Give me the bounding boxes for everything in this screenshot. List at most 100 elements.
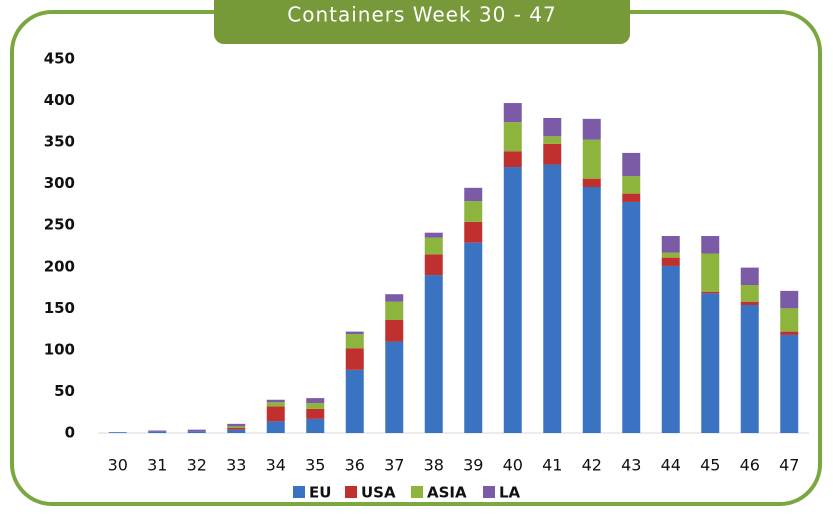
bar-segment (385, 319, 404, 342)
bar-segment (266, 406, 285, 422)
bar-segment (582, 139, 601, 179)
bar-segment (345, 348, 364, 370)
y-tick-label: 450 (44, 50, 75, 68)
x-tick-label: 43 (621, 456, 641, 475)
x-tick-label: 47 (779, 456, 799, 475)
bar-segment (266, 421, 285, 433)
x-tick-label: 33 (226, 456, 246, 475)
bar-segment (385, 341, 404, 433)
x-tick-label: 38 (424, 456, 444, 475)
bar-segment (780, 334, 799, 433)
bar-segment (740, 285, 759, 302)
legend-label: LA (499, 484, 521, 502)
bar-segment (266, 402, 285, 407)
y-tick-label: 100 (44, 340, 75, 358)
bar-segment (701, 291, 720, 294)
bar-segment (582, 118, 601, 140)
bar-segment (108, 432, 127, 433)
legend-swatch (483, 486, 495, 498)
bar-segment (543, 118, 562, 137)
bar-segment (148, 430, 167, 432)
legend-label: ASIA (427, 484, 467, 502)
y-tick-label: 400 (44, 91, 75, 109)
bar-segment (780, 308, 799, 332)
bar-segment (148, 431, 167, 433)
frame (10, 10, 822, 506)
x-tick-label: 32 (187, 456, 207, 475)
bar-segment (345, 369, 364, 433)
y-tick-label: 350 (44, 133, 75, 151)
legend-swatch (293, 486, 305, 498)
bar-segment (187, 431, 206, 433)
x-tick-label: 46 (740, 456, 760, 475)
y-tick-label: 300 (44, 174, 75, 192)
x-tick-label: 37 (384, 456, 404, 475)
bar-segment (701, 236, 720, 254)
legend-label: EU (309, 484, 331, 502)
y-tick-label: 150 (44, 299, 75, 317)
x-tick-label: 36 (345, 456, 365, 475)
title-tab (214, 0, 630, 44)
x-tick-label: 34 (266, 456, 286, 475)
bar-segment (227, 426, 246, 429)
bar-segment (424, 254, 443, 276)
bar-segment (661, 265, 680, 433)
x-tick-label: 40 (503, 456, 523, 475)
x-tick-label: 31 (147, 456, 167, 475)
bar-segment (187, 429, 206, 432)
bar-segment (227, 428, 246, 430)
bar-segment (424, 275, 443, 433)
bar-segment (740, 305, 759, 433)
x-tick-label: 39 (463, 456, 483, 475)
bar-segment (701, 253, 720, 292)
bar-segment (661, 257, 680, 266)
bar-segment (622, 201, 641, 433)
bar-segment (306, 418, 325, 433)
legend-swatch (411, 486, 423, 498)
bar-segment (424, 237, 443, 255)
x-tick-label: 35 (305, 456, 325, 475)
bar-segment (424, 232, 443, 238)
y-tick-label: 50 (54, 382, 75, 400)
bar-segment (661, 236, 680, 253)
bar-segment (306, 408, 325, 419)
bar-segment (780, 331, 799, 335)
bar-segment (543, 164, 562, 433)
legend-label: USA (361, 484, 396, 502)
bar-segment (543, 143, 562, 165)
bar-segment (464, 187, 483, 202)
bar-segment (780, 290, 799, 309)
bar-segment (464, 221, 483, 243)
x-tick-label: 30 (108, 456, 128, 475)
bar-segment (582, 186, 601, 433)
bar-segment (345, 331, 364, 335)
legend-swatch (345, 486, 357, 498)
bar-segment (464, 201, 483, 222)
bar-segment (582, 178, 601, 187)
bar-segment (464, 242, 483, 433)
bar-segment (306, 398, 325, 404)
x-tick-label: 41 (542, 456, 562, 475)
bar-segment (306, 403, 325, 409)
bar-segment (740, 301, 759, 306)
bar-segment (661, 252, 680, 258)
bar-segment (345, 334, 364, 349)
bar-segment (385, 294, 404, 302)
y-tick-label: 200 (44, 257, 75, 275)
bar-segment (622, 193, 641, 202)
y-tick-label: 250 (44, 216, 75, 234)
bar-segment (701, 293, 720, 433)
bar-segment (266, 399, 285, 403)
bar-segment (227, 429, 246, 433)
bar-segment (622, 152, 641, 177)
bar-segment (385, 301, 404, 320)
bar-segment (503, 151, 522, 168)
bar-segment (740, 267, 759, 286)
bar-segment (503, 103, 522, 123)
x-tick-label: 45 (700, 456, 720, 475)
chart-title: Containers Week 30 - 47 (287, 3, 557, 27)
x-tick-label: 42 (582, 456, 602, 475)
bar-segment (227, 423, 246, 427)
